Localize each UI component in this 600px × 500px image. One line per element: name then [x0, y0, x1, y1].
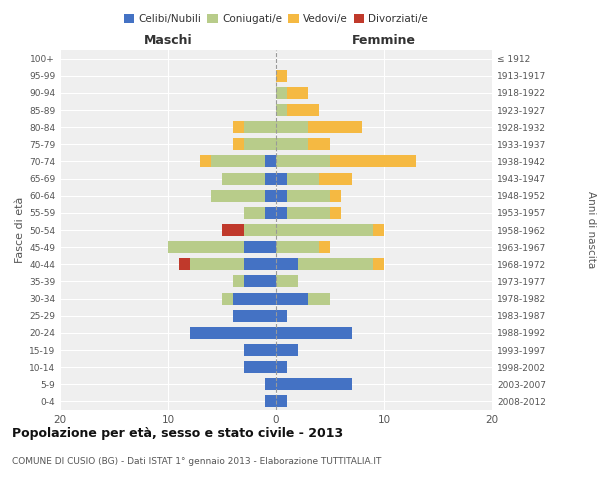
Bar — [244, 241, 276, 253]
Bar — [276, 87, 287, 99]
Bar — [330, 156, 416, 168]
Bar — [190, 258, 244, 270]
Bar — [319, 241, 330, 253]
Bar — [276, 207, 287, 219]
Bar — [244, 138, 276, 150]
Bar — [373, 258, 384, 270]
Bar — [276, 396, 287, 407]
Bar — [287, 172, 319, 184]
Bar — [308, 292, 330, 304]
Bar — [276, 172, 287, 184]
Bar — [233, 276, 244, 287]
Bar — [276, 70, 287, 82]
Bar — [276, 190, 287, 202]
Bar — [211, 190, 265, 202]
Bar — [276, 104, 287, 116]
Bar — [233, 292, 276, 304]
Bar — [287, 207, 330, 219]
Bar — [298, 258, 373, 270]
Bar — [319, 172, 352, 184]
Bar — [287, 104, 319, 116]
Bar — [276, 276, 298, 287]
Bar — [168, 241, 244, 253]
Bar — [276, 258, 298, 270]
Bar — [265, 207, 276, 219]
Bar — [179, 258, 190, 270]
Text: Femmine: Femmine — [352, 34, 416, 46]
Bar — [276, 121, 308, 133]
Bar — [200, 156, 211, 168]
Bar — [276, 310, 287, 322]
Bar — [276, 327, 352, 339]
Bar — [244, 207, 265, 219]
Y-axis label: Fasce di età: Fasce di età — [15, 197, 25, 263]
Bar — [276, 224, 373, 236]
Text: COMUNE DI CUSIO (BG) - Dati ISTAT 1° gennaio 2013 - Elaborazione TUTTITALIA.IT: COMUNE DI CUSIO (BG) - Dati ISTAT 1° gen… — [12, 458, 382, 466]
Bar — [276, 378, 352, 390]
Bar — [222, 172, 265, 184]
Bar — [276, 156, 330, 168]
Bar — [276, 292, 308, 304]
Bar — [244, 121, 276, 133]
Legend: Celibi/Nubili, Coniugati/e, Vedovi/e, Divorziati/e: Celibi/Nubili, Coniugati/e, Vedovi/e, Di… — [119, 10, 433, 29]
Bar — [190, 327, 276, 339]
Bar — [276, 138, 308, 150]
Bar — [244, 344, 276, 356]
Bar — [373, 224, 384, 236]
Bar — [330, 190, 341, 202]
Bar — [287, 87, 308, 99]
Bar — [233, 310, 276, 322]
Bar — [276, 361, 287, 373]
Text: Maschi: Maschi — [143, 34, 193, 46]
Text: Popolazione per età, sesso e stato civile - 2013: Popolazione per età, sesso e stato civil… — [12, 428, 343, 440]
Bar — [330, 207, 341, 219]
Bar — [308, 138, 330, 150]
Bar — [287, 190, 330, 202]
Bar — [233, 138, 244, 150]
Text: Anni di nascita: Anni di nascita — [586, 192, 596, 268]
Bar — [244, 224, 276, 236]
Bar — [265, 378, 276, 390]
Bar — [222, 224, 244, 236]
Bar — [265, 190, 276, 202]
Bar — [244, 258, 276, 270]
Bar — [244, 276, 276, 287]
Bar — [265, 172, 276, 184]
Bar — [222, 292, 233, 304]
Bar — [233, 121, 244, 133]
Bar — [276, 241, 319, 253]
Bar — [308, 121, 362, 133]
Bar — [265, 396, 276, 407]
Bar — [276, 344, 298, 356]
Bar — [265, 156, 276, 168]
Bar — [244, 361, 276, 373]
Bar — [211, 156, 265, 168]
